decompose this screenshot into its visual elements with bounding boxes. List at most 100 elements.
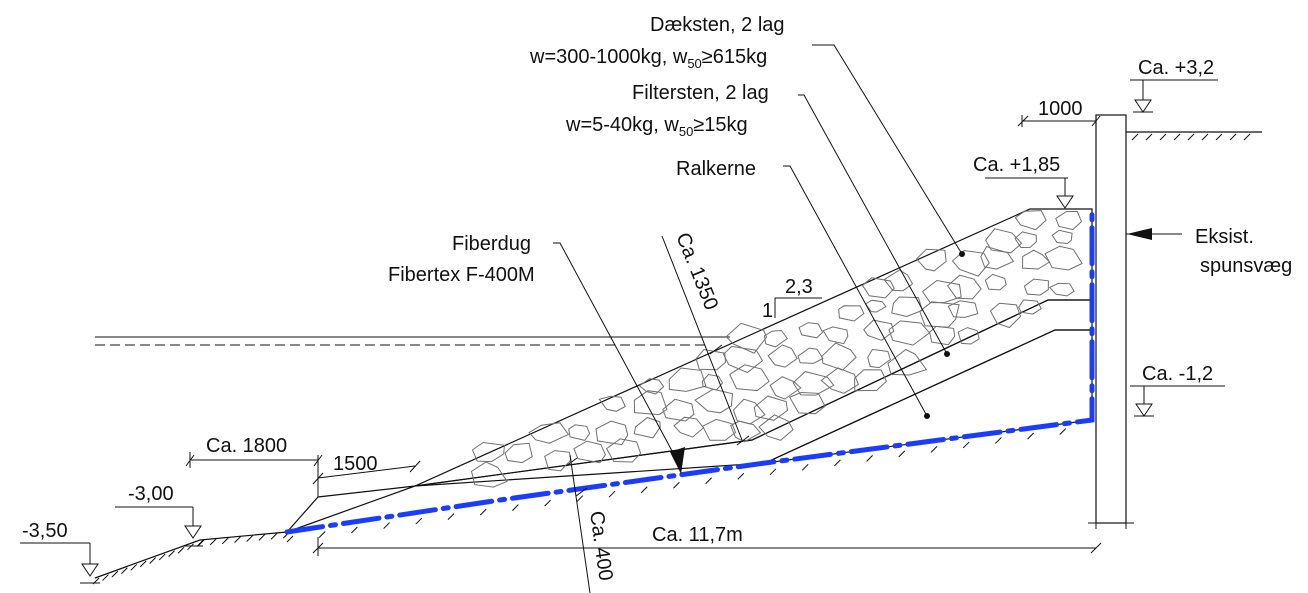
hatch-mark (576, 495, 584, 503)
level-p1-85-label: Ca. +1,85 (973, 154, 1060, 176)
armour-stone (797, 347, 824, 364)
hatch-mark (512, 504, 519, 511)
armour-stone (725, 322, 768, 354)
dim-ca-1350-label: Ca. 1350 (671, 230, 722, 314)
armour-stone (946, 274, 982, 300)
level-marker-p3-2 (1130, 79, 1218, 113)
hatch-mark (1131, 133, 1139, 141)
filtersten-leader (798, 94, 948, 355)
armour-stones (470, 210, 1083, 488)
armour-stone (470, 461, 508, 488)
seabed-profile (94, 531, 288, 579)
hatch-mark (1027, 432, 1034, 440)
armour-stone (573, 440, 606, 464)
dim-1500 (312, 460, 421, 485)
armour-stone (504, 442, 533, 464)
eksist-label-line2: spunsvæg (1200, 255, 1292, 277)
fiberdug-label-line1: Fiberdug (452, 233, 531, 255)
daeksten-label-line1: Dæksten, 2 lag (650, 14, 785, 36)
hatch-mark (640, 486, 648, 494)
hatch-mark (111, 570, 119, 578)
armour-stone (767, 344, 798, 368)
armour-stone (1044, 245, 1083, 271)
armour-stone (854, 369, 888, 392)
armour-stone (863, 319, 895, 341)
armour-stone (528, 422, 570, 444)
hatch-mark (1173, 133, 1181, 141)
level-m1-2-label: Ca. -1,2 (1142, 363, 1213, 385)
dim-ca-1350 (661, 235, 750, 446)
armour-stone (798, 322, 824, 339)
armour-stone (792, 371, 835, 396)
daeksten-label-line2: w=300-1000kg, w50≥615kg (529, 46, 767, 71)
armour-stone (702, 418, 737, 441)
hatch-mark (383, 522, 390, 529)
spunsvaeg-arrowhead (1127, 228, 1152, 240)
armour-stone (1055, 210, 1083, 231)
dim-ca-1800 (185, 452, 323, 497)
hatch-mark (258, 534, 266, 541)
hatch-mark (197, 539, 205, 547)
water-level-lines (95, 336, 730, 346)
dim-ca-400 (565, 454, 591, 593)
hatch-mark (1059, 428, 1067, 435)
dim-1000-label: 1000 (1038, 98, 1083, 120)
hatch-mark (1215, 133, 1223, 141)
hatch-mark (866, 455, 873, 462)
hatch-mark (1243, 133, 1251, 141)
filtersten-leader-dot (944, 351, 950, 357)
level-marker-m1-2 (1130, 385, 1225, 417)
level-m3-00-label: -3,00 (128, 483, 174, 505)
fiberdug-label-line2: Fibertex F-400M (388, 264, 535, 286)
hatch-mark (1145, 133, 1153, 141)
armour-stone (722, 345, 764, 374)
armour-stone (694, 388, 734, 414)
armour-stone (544, 450, 572, 472)
hatch-mark (120, 567, 128, 575)
dim-1000 (1017, 115, 1101, 127)
armour-stone (957, 327, 980, 345)
hatch-mark (544, 499, 551, 507)
armour-stone (883, 269, 914, 292)
level-marker-m3-00 (115, 506, 203, 547)
filter-layer (414, 299, 1093, 487)
hatch-mark (415, 517, 423, 525)
hatch-mark (608, 490, 616, 498)
hatch-mark (351, 526, 358, 534)
hatch-mark (769, 468, 777, 476)
armour-stone (730, 420, 762, 443)
armour-stone (980, 246, 1015, 270)
armour-stone (729, 364, 770, 392)
armour-stone (633, 390, 668, 416)
hatch-mark (318, 531, 326, 538)
slope-indicator (774, 297, 822, 318)
armour-stone (605, 438, 642, 463)
armour-stone (861, 277, 895, 299)
armour-stone (822, 326, 849, 345)
armour-stone (1018, 299, 1042, 315)
slope-v-label: 1 (762, 300, 773, 322)
hatch-mark (286, 535, 294, 543)
armour-stone (633, 417, 661, 439)
slope-h-label: 2,3 (785, 276, 813, 298)
armour-stone (673, 416, 705, 438)
hatch-mark (1201, 133, 1209, 141)
hatch-mark (209, 538, 217, 546)
armour-stone (598, 395, 626, 412)
level-p3-2-label: Ca. +3,2 (1138, 57, 1214, 79)
armour-stone (662, 398, 695, 422)
armour-stone (989, 302, 1022, 329)
hatch-mark (930, 446, 938, 453)
armour-stone (1023, 278, 1049, 296)
armour-stone (947, 300, 979, 318)
hatch-mark (139, 560, 147, 568)
daeksten-leader (812, 44, 963, 255)
armour-stone (921, 279, 962, 304)
hatch-mark (479, 508, 487, 516)
hatch-mark (246, 535, 254, 542)
fiberdug-leader (553, 242, 679, 463)
hatch-mark (447, 513, 455, 520)
eksist-label-line1: Eksist. (1195, 226, 1254, 248)
armour-stone (638, 378, 665, 395)
hatch-mark (149, 557, 157, 564)
